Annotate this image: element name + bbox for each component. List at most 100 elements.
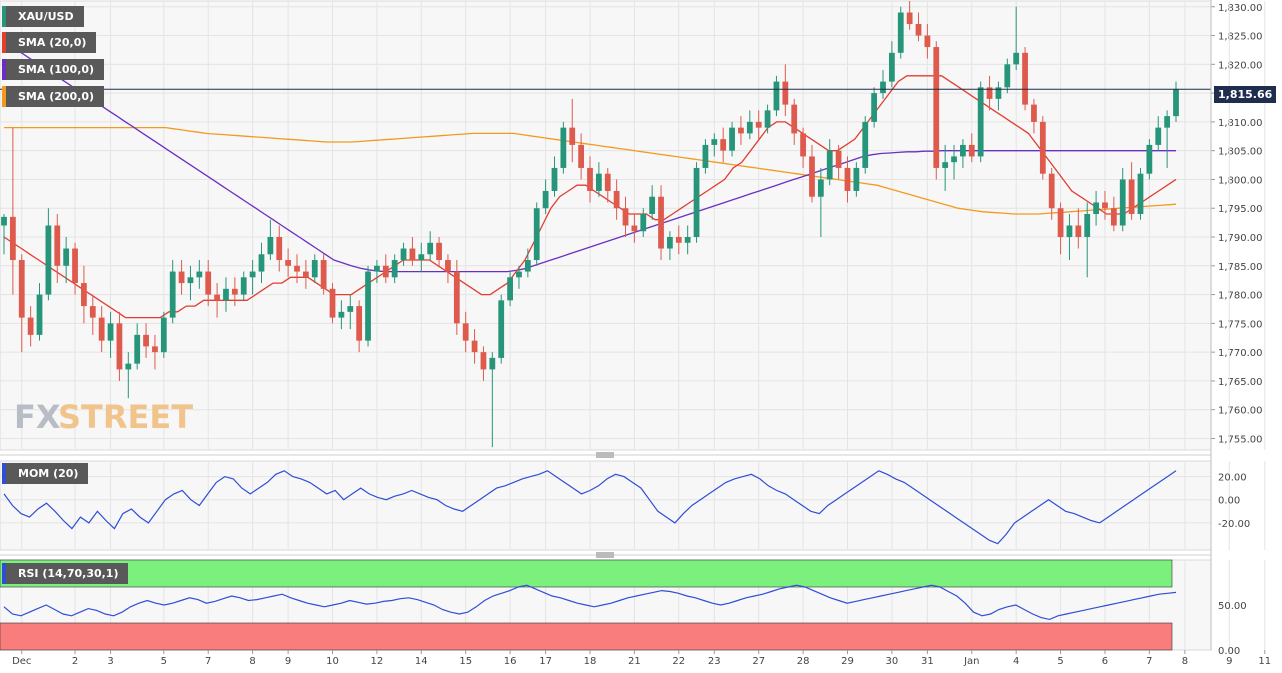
candle-body bbox=[1164, 116, 1171, 128]
date-tick-label: 14 bbox=[415, 656, 428, 667]
candle-body bbox=[382, 265, 389, 278]
rsi-oversold-zone bbox=[0, 622, 1173, 651]
momentum-panel bbox=[0, 460, 1212, 551]
legend-symbol[interactable]: XAU/USD bbox=[2, 6, 84, 27]
candle-body bbox=[81, 283, 87, 307]
candle-body bbox=[9, 216, 16, 261]
candle-body bbox=[640, 213, 647, 232]
candle-body bbox=[427, 242, 434, 255]
candle-body bbox=[374, 265, 380, 272]
legend-sma100[interactable]: SMA (100,0) bbox=[2, 59, 105, 80]
candle-body bbox=[773, 81, 780, 111]
candle-body bbox=[134, 334, 141, 364]
date-tick-label: 17 bbox=[539, 656, 552, 667]
legend-sma200[interactable]: SMA (200,0) bbox=[2, 86, 105, 107]
legend-rsi[interactable]: RSI (14,70,30,1) bbox=[2, 563, 129, 584]
candle-body bbox=[720, 139, 727, 151]
candle-body bbox=[755, 121, 762, 128]
date-tick-label: 5 bbox=[1057, 656, 1063, 667]
candle-body bbox=[445, 260, 451, 272]
candle-body bbox=[267, 237, 274, 255]
candle-body bbox=[347, 306, 354, 312]
candle-body bbox=[249, 271, 256, 278]
candle-body bbox=[320, 260, 327, 289]
candle-body bbox=[98, 317, 105, 341]
date-tick-label: 6 bbox=[1102, 656, 1108, 667]
price-tick-label: 1,790.00 bbox=[1218, 233, 1263, 244]
legend-mom[interactable]: MOM (20) bbox=[2, 463, 89, 484]
candle-body bbox=[888, 52, 895, 82]
candle-body bbox=[951, 156, 957, 163]
candle-body bbox=[800, 133, 806, 157]
price-tick-label: 1,755.00 bbox=[1218, 434, 1263, 445]
price-tick-label: 1,770.00 bbox=[1218, 348, 1263, 359]
candle-body bbox=[27, 317, 34, 335]
candle-body bbox=[933, 47, 940, 168]
candle-body bbox=[1031, 104, 1037, 122]
date-tick-label: 11 bbox=[1258, 656, 1271, 667]
candle-body bbox=[1110, 208, 1117, 226]
candle-body bbox=[524, 260, 531, 272]
candle-body bbox=[880, 81, 886, 94]
candle-body bbox=[986, 87, 993, 99]
candle-body bbox=[835, 150, 842, 168]
candle-body bbox=[897, 12, 904, 53]
candle-body bbox=[1039, 121, 1046, 174]
candle-body bbox=[960, 144, 966, 157]
price-tick-label: 1,825.00 bbox=[1218, 32, 1263, 43]
candle-body bbox=[844, 167, 851, 191]
candle-body bbox=[693, 167, 700, 238]
price-tick-label: 1,810.00 bbox=[1218, 118, 1263, 129]
candle-body bbox=[1075, 225, 1082, 238]
candle-body bbox=[1146, 144, 1153, 174]
sma200-line bbox=[4, 126, 1177, 215]
candle-body bbox=[871, 93, 878, 122]
candle-body bbox=[231, 288, 238, 295]
candle-body bbox=[817, 179, 824, 197]
candle-body bbox=[436, 242, 442, 261]
candle-body bbox=[45, 225, 52, 295]
candle-body bbox=[1173, 89, 1179, 117]
candle-body bbox=[631, 225, 638, 232]
candle-body bbox=[1119, 179, 1126, 226]
date-tick-label: 16 bbox=[504, 656, 517, 667]
date-tick-label: 15 bbox=[459, 656, 472, 667]
date-tick-label: 9 bbox=[1226, 656, 1232, 667]
candle-body bbox=[782, 81, 789, 105]
candle-body bbox=[853, 167, 860, 191]
watermark-street: STREET bbox=[58, 398, 193, 436]
candle-body bbox=[569, 127, 576, 145]
candle-body bbox=[169, 271, 176, 318]
date-tick-label: 8 bbox=[1182, 656, 1188, 667]
candle-body bbox=[116, 323, 123, 370]
candle-body bbox=[276, 237, 283, 261]
momentum-tick-label: -20.00 bbox=[1218, 519, 1250, 530]
candle-body bbox=[63, 248, 70, 266]
candle-body bbox=[1155, 127, 1162, 145]
candle-body bbox=[915, 24, 922, 36]
candle-body bbox=[862, 121, 869, 168]
candle-body bbox=[409, 248, 416, 261]
candle-body bbox=[36, 294, 43, 335]
candle-body bbox=[462, 323, 469, 341]
date-tick-label: 18 bbox=[584, 656, 597, 667]
candle-body bbox=[507, 277, 513, 301]
candle-body bbox=[143, 334, 149, 347]
candle-body bbox=[649, 196, 656, 214]
candle-body bbox=[729, 127, 735, 151]
candle-body bbox=[684, 237, 691, 243]
candle-body bbox=[1128, 179, 1135, 214]
date-tick-label: 23 bbox=[708, 656, 721, 667]
date-tick-label: Jan bbox=[963, 656, 979, 667]
rsi-overbought-zone bbox=[0, 559, 1173, 588]
candle-body bbox=[471, 340, 478, 353]
candle-body bbox=[1093, 202, 1099, 214]
legend-sma20[interactable]: SMA (20,0) bbox=[2, 32, 97, 53]
candle-body bbox=[418, 254, 425, 261]
date-tick-label: 7 bbox=[1146, 656, 1152, 667]
date-tick-label: 28 bbox=[797, 656, 810, 667]
candle-body bbox=[1084, 213, 1091, 238]
candle-body bbox=[1137, 173, 1144, 214]
candle-body bbox=[1013, 52, 1020, 65]
